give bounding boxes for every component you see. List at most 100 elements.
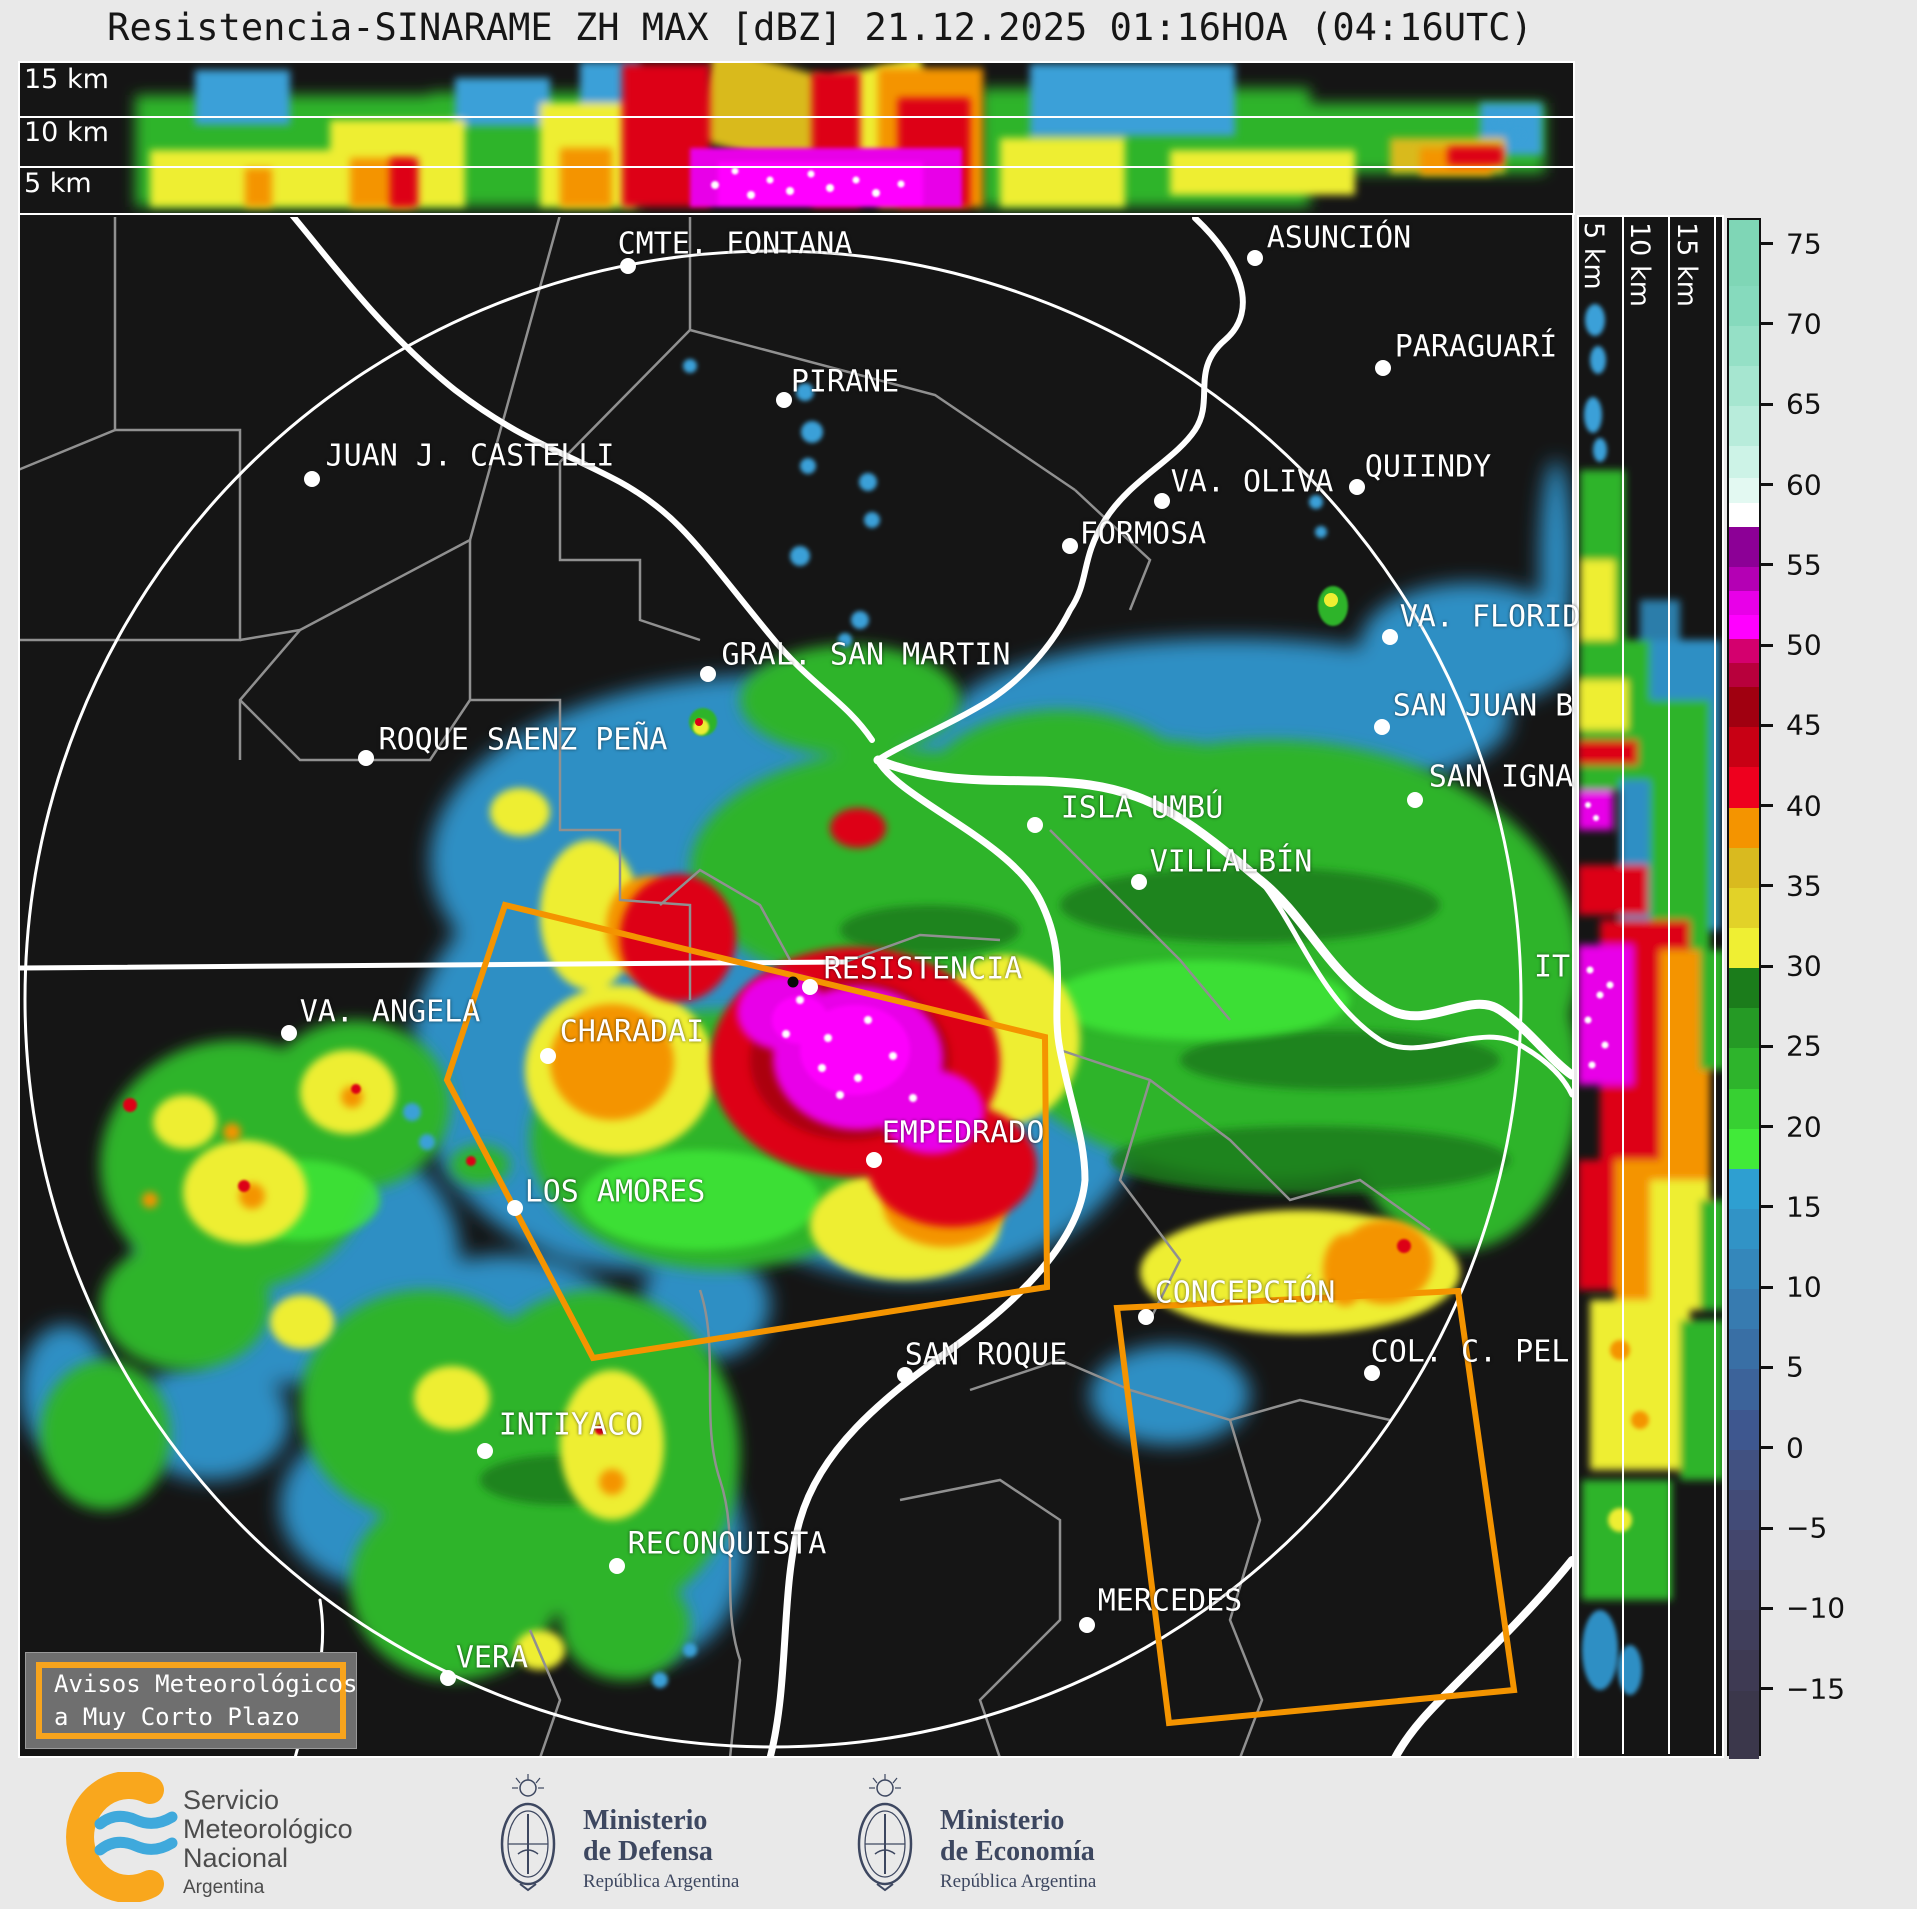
colorbar-band-15-17.5dbz: [1729, 1168, 1759, 1210]
defensa-line2: de Defensa: [583, 1836, 713, 1868]
argentina-coat-of-arms-icon: [500, 1774, 556, 1892]
city-dot-isla-umb-: [1027, 817, 1043, 833]
colorbar-label-25: 25: [1786, 1029, 1822, 1063]
colorbar-band-65-67.5dbz: [1729, 366, 1759, 407]
smn-logo-group: Servicio Meteorológico Nacional Argentin…: [58, 1758, 388, 1909]
colorbar-tick-5: [1761, 1365, 1773, 1369]
city-dot-formosa: [1062, 538, 1078, 554]
economia-logo-group: Ministerio de Economía República Argenti…: [845, 1758, 1175, 1909]
colorbar-band-37.5-40dbz: [1729, 807, 1759, 849]
colorbar-tick-35: [1761, 884, 1773, 888]
defensa-sub: República Argentina: [583, 1870, 740, 1892]
colorbar-tick-10: [1761, 1285, 1773, 1289]
city-label-concepci-n: CONCEPCIÓN: [1154, 1275, 1336, 1311]
colorbar-tick-25: [1761, 1044, 1773, 1048]
city-label-vera: VERA: [455, 1640, 529, 1676]
colorbar-label-65: 65: [1786, 387, 1822, 421]
city-dot-asunci-n: [1247, 250, 1263, 266]
defensa-logo-group: Ministerio de Defensa República Argentin…: [488, 1758, 788, 1909]
smn-logo-text: Servicio Meteorológico Nacional Argentin…: [183, 1786, 353, 1899]
city-dot-va-florid: [1382, 629, 1398, 645]
side-panel-gridline: [1668, 217, 1670, 1754]
city-label-resistencia: RESISTENCIA: [823, 951, 1023, 987]
top-panel-gridline: [18, 166, 1575, 168]
city-dot-juan-j-castelli: [304, 471, 320, 487]
city-label-pirane: PIRANE: [790, 364, 900, 400]
colorbar-band-17.5-20dbz: [1729, 1128, 1759, 1170]
smn-line2: Meteorológico: [183, 1813, 353, 1844]
city-label-roque-saenz-pe-a: ROQUE SAENZ PEÑA: [378, 722, 668, 758]
city-dot-san-juan-b: [1374, 719, 1390, 735]
colorbar-band-67.5-70dbz: [1729, 325, 1759, 367]
smn-line3: Nacional: [183, 1842, 289, 1873]
warning-notice-line2: a Muy Corto Plazo: [54, 1702, 300, 1731]
colorbar-label-60: 60: [1786, 468, 1822, 501]
colorbar-tick--10: [1761, 1606, 1773, 1610]
colorbar-band-55-57.5dbz: [1729, 526, 1759, 568]
economia-text: Ministerio de Economía República Argenti…: [940, 1805, 1096, 1893]
colorbar-label-75: 75: [1786, 227, 1822, 261]
city-label-cmte-fontana: CMTE. FONTANA: [617, 226, 853, 262]
page-title: Resistencia-SINARAME ZH MAX [dBZ] 21.12.…: [107, 6, 1533, 49]
defensa-line1: Ministerio: [583, 1805, 708, 1836]
colorbar-tick-30: [1761, 964, 1773, 968]
colorbar-band-22.5-25dbz: [1729, 1048, 1759, 1090]
city-label-san-roque: SAN ROQUE: [904, 1337, 1068, 1373]
colorbar-band--19.2--15dbz: [1729, 1690, 1759, 1759]
city-dot-quiindy: [1349, 479, 1365, 495]
colorbar-tick-55: [1761, 563, 1773, 567]
warning-notice-box[interactable]: Avisos Meteorológicos a Muy Corto Plazo: [25, 1652, 357, 1749]
colorbar-tick-60: [1761, 483, 1773, 486]
colorbar-band-35-37.5dbz: [1729, 847, 1759, 889]
colorbar-band-50.5-52dbz: [1729, 614, 1759, 640]
colorbar-band-0-2.5dbz: [1729, 1409, 1759, 1451]
city-dot-va-oliva: [1154, 493, 1170, 509]
colorbar-band-60.5-62.5dbz: [1729, 446, 1759, 480]
colorbar-tick-45: [1761, 723, 1773, 727]
colorbar-label--10: −10: [1786, 1591, 1846, 1625]
city-label-formosa: FORMOSA: [1079, 516, 1207, 552]
city-label-va-angela: VA. ANGELA: [299, 994, 481, 1030]
city-dot-villalb-n: [1131, 874, 1147, 890]
warning-notice-line1: Avisos Meteorológicos: [54, 1670, 358, 1699]
city-label-va-oliva: VA. OLIVA: [1170, 464, 1334, 500]
city-dot-vera: [440, 1670, 456, 1686]
colorbar-label-50: 50: [1786, 628, 1822, 662]
city-label-it: IT: [1533, 949, 1571, 985]
city-label-los-amores: LOS AMORES: [524, 1174, 706, 1210]
colorbar-band-72.5-76.6dbz: [1729, 220, 1759, 287]
colorbar-band-62.5-65dbz: [1729, 406, 1759, 447]
city-label-mercedes: MERCEDES: [1097, 1583, 1243, 1619]
colorbar-band-49-50.5dbz: [1729, 639, 1759, 664]
colorbar-band--7.5--5dbz: [1729, 1530, 1759, 1571]
city-dot-roque-saenz-pe-a: [358, 750, 374, 766]
colorbar-label-0: 0: [1786, 1431, 1804, 1465]
city-dot-va-angela: [281, 1025, 297, 1041]
colorbar-label-15: 15: [1786, 1190, 1822, 1224]
radar-site-marker: [787, 976, 799, 988]
cross-section-top-panel: [18, 61, 1575, 215]
city-label-juan-j-castelli: JUAN J. CASTELLI: [325, 438, 615, 474]
city-dot-gral-san-martin: [700, 666, 716, 682]
colorbar-tick-65: [1761, 402, 1773, 406]
colorbar-tick-75: [1761, 242, 1773, 246]
colorbar-band-59-60.5dbz: [1729, 478, 1759, 504]
side-panel-gridline: [1714, 217, 1716, 1754]
height-label-side-5km: 5 km: [1578, 222, 1609, 290]
city-dot-pirane: [776, 392, 792, 408]
city-label-asunci-n: ASUNCIÓN: [1266, 220, 1412, 256]
colorbar-label-10: 10: [1786, 1270, 1822, 1304]
colorbar-label-55: 55: [1786, 548, 1822, 582]
city-dot-empedrado: [866, 1152, 882, 1168]
height-label-side-15km: 15 km: [1671, 222, 1702, 307]
colorbar-band--5--2.5dbz: [1729, 1489, 1759, 1531]
colorbar-band-5-7.5dbz: [1729, 1329, 1759, 1371]
height-label-15km: 15 km: [24, 64, 109, 95]
economia-line1: Ministerio: [940, 1805, 1065, 1836]
city-label-reconquista: RECONQUISTA: [627, 1526, 827, 1562]
colorbar-tick-20: [1761, 1125, 1773, 1129]
colorbar-tick--5: [1761, 1526, 1773, 1530]
city-dot-charadai: [540, 1048, 556, 1064]
colorbar-band-27.5-30dbz: [1729, 968, 1759, 1009]
